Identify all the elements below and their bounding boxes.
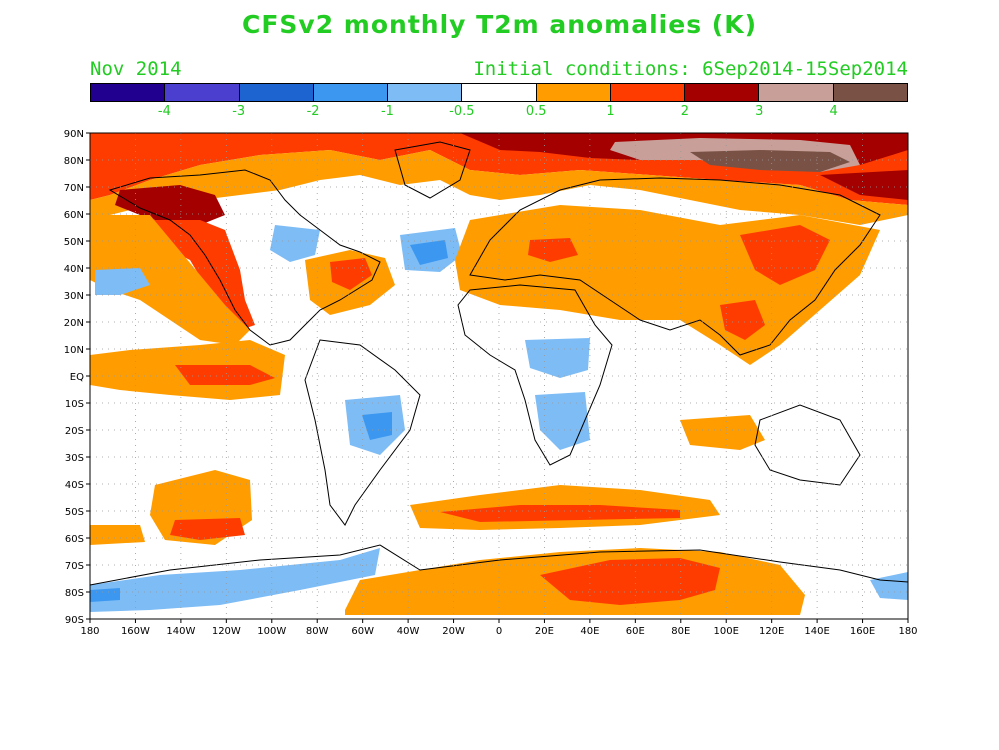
colorbar-swatch (388, 84, 463, 101)
latitude-label: 60N (64, 210, 84, 221)
colorbar-swatch (610, 84, 686, 101)
antarctic-blue-strip (90, 588, 120, 602)
forecast-month: Nov 2014 (90, 58, 182, 80)
colorbar-tick-label: 2 (680, 104, 690, 119)
ne-pacific-warm (90, 215, 250, 345)
coastlines (89, 141, 909, 586)
colorbar-tick-label: 4 (829, 104, 838, 119)
colorbar-swatch (536, 84, 611, 101)
latitude-label: 60S (65, 534, 84, 545)
colorbar-swatch (833, 84, 907, 101)
arctic-brown-anomaly (690, 150, 850, 172)
colorbar-swatch (239, 84, 314, 101)
east-us-core (330, 258, 372, 290)
latitude-label: 90S (65, 615, 84, 626)
colorbar-tick-label: -1 (380, 104, 394, 119)
colorbar-swatch (91, 84, 166, 101)
colorbar-tick-label: -2 (306, 104, 320, 119)
longitude-label: 120E (759, 626, 784, 637)
latitude-label: 50S (65, 507, 84, 518)
latitude-label: 20N (64, 318, 84, 329)
longitude-label: 60E (626, 626, 645, 637)
longitude-label: 180 (898, 626, 917, 637)
colorbar-swatch (759, 84, 834, 101)
latitude-labels: 90N 80N 70N 60N 50N 40N 30N 20N 10N EQ 10S 20S 30S 40… (64, 129, 90, 626)
longitude-label: 120W (212, 626, 241, 637)
china-core (720, 300, 765, 340)
longitude-label: 100E (714, 626, 739, 637)
latitude-label: 30N (64, 291, 84, 302)
latitude-label: EQ (70, 372, 84, 383)
latitude-label: 40N (64, 264, 84, 275)
colorbar-tick-label: -0.5 (449, 104, 475, 119)
southern-ocean-core (440, 505, 680, 522)
colorbar-swatch (685, 84, 760, 101)
colorbar (90, 83, 908, 102)
colorbar-tick-label: 1 (606, 104, 615, 119)
grid-lines (90, 133, 908, 619)
latitude-label: 70N (64, 183, 84, 194)
latitude-label: 10S (65, 399, 84, 410)
longitude-label: 0 (496, 626, 502, 637)
colorbar-swatch (165, 84, 240, 101)
latitude-label: 20S (65, 426, 84, 437)
initial-conditions: Initial conditions: 6Sep2014-15Sep2014 (473, 58, 908, 80)
longitude-label: 180 (80, 626, 99, 637)
longitude-label: 140W (166, 626, 195, 637)
east-asia-core (740, 225, 830, 285)
colorbar-swatch (462, 84, 537, 101)
antarctic-blue-west (90, 548, 380, 612)
east-africa-blue (525, 338, 590, 378)
south-america-coast (304, 339, 421, 526)
colorbar-tick-label: 0.5 (525, 104, 547, 119)
antarctica-coast (89, 544, 909, 586)
latitude-label: 80S (65, 588, 84, 599)
latitude-label: 10N (64, 345, 84, 356)
africa-coast (457, 284, 613, 466)
longitude-label: 160W (121, 626, 150, 637)
map-title: CFSv2 monthly T2m anomalies (K) (241, 10, 758, 39)
longitude-label: 20E (535, 626, 554, 637)
south-pacific-west-warm (90, 525, 145, 545)
latitude-label: 30S (65, 453, 84, 464)
north-atlantic-blue-core (410, 240, 448, 265)
east-pacific-blue (95, 268, 150, 295)
colorbar-tick-label: -3 (232, 104, 246, 119)
longitude-label: 100W (257, 626, 286, 637)
latitude-label: 90N (64, 129, 84, 140)
latitude-label: 40S (65, 480, 84, 491)
central-africa-blue (535, 392, 590, 450)
longitude-label: 60W (351, 626, 374, 637)
longitude-labels: 180 160W 140W 120W 100W 80W 60W 40W 20W 0 20E 40E 60… (80, 619, 918, 637)
antarctic-blue-east (870, 572, 908, 600)
latitude-label: 50N (64, 237, 84, 248)
colorbar-tick-label: 3 (755, 104, 764, 119)
longitude-label: 140E (804, 626, 829, 637)
indian-ocean-warm (680, 415, 765, 450)
arctic-dark-red-east (820, 170, 908, 200)
latitude-label: 70S (65, 561, 84, 572)
colorbar-swatch (313, 84, 389, 101)
longitude-label: 80E (671, 626, 690, 637)
longitude-label: 20W (442, 626, 465, 637)
greenland-coast (394, 141, 471, 199)
antarctica-core (540, 558, 720, 605)
longitude-label: 160E (850, 626, 875, 637)
tropical-pacific-core (175, 365, 275, 385)
longitude-label: 80W (306, 626, 329, 637)
longitude-label: 40E (580, 626, 599, 637)
eurasia-coast (469, 177, 881, 356)
south-america-blue-core (362, 412, 392, 440)
longitude-label: 40W (397, 626, 420, 637)
latitude-label: 80N (64, 156, 84, 167)
canada-blue (270, 225, 320, 262)
australia-coast (754, 404, 861, 486)
europe-core (528, 238, 578, 262)
colorbar-tick-label: -4 (157, 104, 171, 119)
north-america-coast (108, 169, 381, 346)
